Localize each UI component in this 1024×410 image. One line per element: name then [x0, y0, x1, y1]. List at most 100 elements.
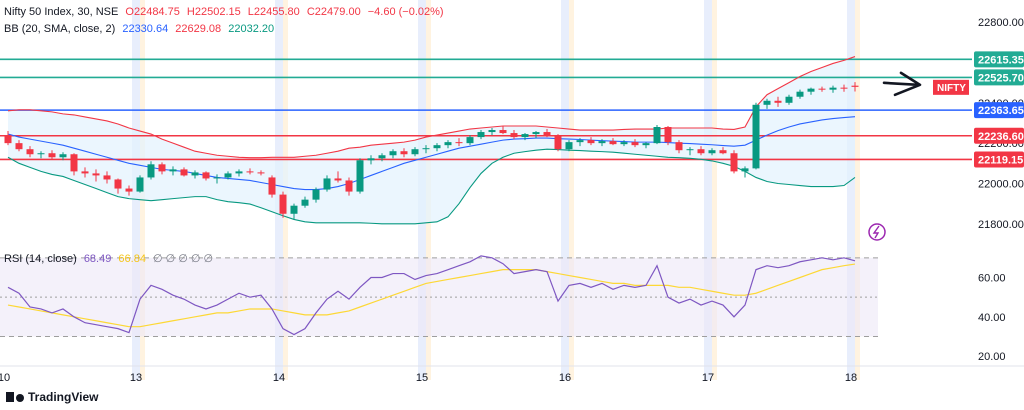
candle-body: [807, 88, 815, 92]
time-tick-label: 18: [845, 372, 857, 384]
session-highlight-blue: [561, 0, 569, 380]
candle-body: [389, 151, 397, 156]
candle-body: [642, 143, 650, 146]
rsi-ma-value: 66.84: [118, 253, 146, 265]
close-value: C22479.00: [306, 6, 361, 18]
candle-body: [356, 160, 364, 192]
bb-lower-line: [7, 148, 856, 225]
bb-upper-line: [7, 56, 856, 159]
price-tick-label: 22000.00: [978, 179, 1024, 191]
candle-body: [477, 132, 485, 138]
candle-body: [279, 194, 287, 214]
candle-body: [235, 171, 243, 174]
time-tick-label: 16: [559, 372, 571, 384]
tradingview-logo-icon: [6, 392, 24, 402]
candle-body: [708, 150, 716, 154]
nifty-tag: [933, 79, 969, 95]
candle-body: [565, 142, 573, 150]
rsi-tick-label: 60.00: [978, 273, 1006, 285]
candle-body: [290, 205, 298, 214]
candle-body: [125, 188, 133, 192]
bb-basis-value: 22330.64: [122, 23, 169, 35]
rsi-line: [7, 255, 856, 336]
session-highlight-orange: [855, 0, 860, 380]
candle-body: [510, 133, 518, 138]
candle-body: [455, 142, 463, 144]
candle-body: [631, 142, 639, 146]
candle-body: [257, 172, 265, 174]
candle-body: [444, 142, 452, 146]
rsi-tick-label: 20.00: [978, 351, 1006, 363]
price-axis: 22800.0022600.0022400.0022200.0022000.00…: [974, 17, 1024, 231]
candle-body: [367, 158, 375, 161]
candle-body: [191, 172, 199, 176]
candle-body: [411, 149, 419, 155]
candle-body: [686, 149, 694, 151]
rsi-extra-values: ∅ ∅ ∅ ∅ ∅: [153, 253, 214, 265]
candle-body: [169, 169, 177, 172]
candle-body: [345, 180, 353, 192]
candle-body: [301, 199, 309, 206]
candle-body: [620, 142, 628, 145]
lightning-icon: [872, 225, 880, 239]
candle-body: [675, 142, 683, 151]
low-value: L22455.80: [247, 6, 300, 18]
candle-body: [741, 168, 749, 172]
time-tick-label: 14: [273, 372, 285, 384]
candle-body: [59, 154, 67, 158]
rsi-label: RSI (14, close): [4, 253, 77, 265]
bb-header: BB (20, SMA, close, 2) 22330.64 22629.08…: [4, 23, 278, 35]
candle-body: [499, 130, 507, 134]
candle-body: [26, 149, 34, 155]
candle-body: [400, 151, 408, 155]
candle-body: [81, 171, 89, 174]
alert-icon: [868, 223, 886, 241]
candle-body: [851, 85, 859, 87]
candle-body: [103, 175, 111, 180]
level-price-label: 22363.65: [978, 105, 1024, 117]
candle-body: [147, 164, 155, 178]
candle-body: [532, 132, 540, 135]
candle-body: [785, 96, 793, 103]
candle-body: [70, 154, 78, 172]
candle-body: [774, 100, 782, 103]
candle-body: [576, 140, 584, 143]
time-tick-label: 10: [0, 372, 10, 384]
high-value: H22502.15: [186, 6, 241, 18]
annotation-arrow: [882, 71, 922, 97]
level-price-label: 22119.15: [978, 154, 1023, 166]
rsi-tick-label: 40.00: [978, 312, 1006, 324]
session-highlight-orange: [569, 0, 574, 380]
session-highlight-blue: [847, 0, 855, 380]
candle-body: [664, 127, 672, 143]
candle-body: [730, 153, 738, 172]
candle-body: [587, 140, 595, 144]
candle-body: [554, 135, 562, 150]
candle-body: [180, 169, 188, 176]
candle-body: [114, 179, 122, 189]
candle-body: [268, 177, 276, 195]
candle-body: [796, 91, 804, 97]
session-highlight-blue: [704, 0, 712, 380]
symbol-header: Nifty 50 Index, 30, NSE O22484.75 H22502…: [4, 6, 448, 18]
level-price-tag: [974, 51, 1024, 68]
tradingview-watermark[interactable]: TradingView: [6, 390, 98, 404]
candle-body: [609, 141, 617, 145]
horizontal-levels: [0, 58, 972, 161]
candle-body: [840, 87, 848, 89]
bb-fill-area: [8, 56, 855, 224]
level-price-label: 22525.70: [978, 72, 1024, 84]
time-axis: 10 13 14 15 16 17 18: [0, 365, 1024, 384]
time-tick-label: 15: [416, 372, 428, 384]
candle-body: [422, 148, 430, 150]
candle-body: [466, 137, 474, 144]
level-price-label: 22236.60: [978, 131, 1024, 143]
candle-body: [323, 178, 331, 190]
level-price-tag: [974, 151, 1024, 168]
candle-body: [433, 145, 441, 149]
candle-body: [4, 135, 12, 144]
candle-body: [158, 164, 166, 172]
bb-label: BB (20, SMA, close, 2): [4, 23, 116, 35]
candle-body: [818, 88, 826, 90]
